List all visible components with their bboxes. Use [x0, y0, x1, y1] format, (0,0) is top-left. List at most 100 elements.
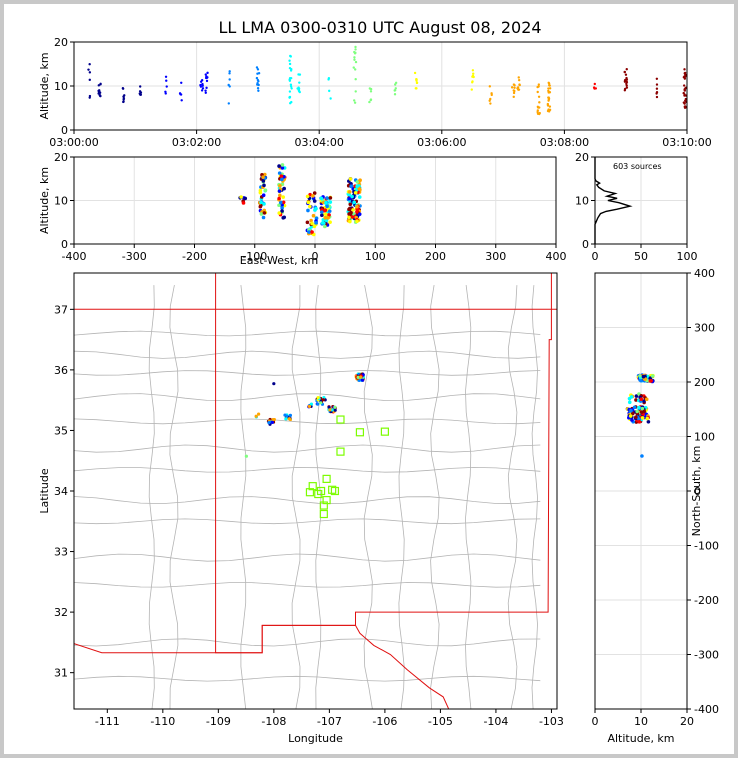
- source-point: [625, 86, 629, 89]
- source-point: [138, 85, 142, 88]
- source-point: [348, 202, 353, 207]
- source-point: [347, 196, 352, 201]
- source-point: [354, 60, 358, 64]
- x-tick-label: 03:04:00: [294, 136, 343, 149]
- source-point: [630, 411, 635, 416]
- source-point: [655, 87, 659, 90]
- source-point: [684, 73, 687, 76]
- source-point: [319, 401, 323, 405]
- source-point: [278, 184, 282, 188]
- x-tick-label: 03:00:00: [49, 136, 98, 149]
- source-point: [648, 379, 653, 383]
- x-tick-label: 100: [365, 250, 386, 263]
- source-point: [288, 78, 291, 81]
- source-point: [347, 215, 351, 220]
- source-point: [488, 99, 491, 102]
- y-tick-label: 34: [54, 485, 68, 498]
- source-point: [305, 194, 310, 199]
- source-point: [350, 215, 355, 219]
- source-point: [320, 213, 324, 218]
- y-tick-label: 0: [61, 238, 68, 251]
- source-point: [297, 73, 300, 76]
- y-tick-label: 37: [54, 303, 68, 316]
- source-point: [256, 68, 260, 71]
- source-point: [309, 402, 314, 406]
- source-point: [255, 76, 259, 80]
- county-boundary: [169, 285, 179, 709]
- x-tick-label: 03:10:00: [662, 136, 711, 149]
- plot-area: [594, 272, 688, 710]
- station-marker: [314, 489, 323, 499]
- x-tick-label: -300: [122, 250, 147, 263]
- source-point: [353, 56, 356, 59]
- station-marker: [330, 486, 340, 496]
- source-point: [309, 218, 313, 223]
- source-point: [204, 73, 207, 76]
- data-points: [238, 163, 362, 237]
- source-point: [635, 409, 639, 414]
- y-tick-label: 100: [694, 431, 715, 444]
- source-point: [369, 98, 373, 101]
- station-marker: [319, 509, 328, 519]
- source-point: [261, 193, 266, 198]
- source-point: [328, 220, 332, 224]
- source-point: [350, 194, 354, 199]
- source-point: [512, 83, 516, 86]
- source-point: [683, 75, 686, 78]
- source-point: [254, 414, 258, 418]
- source-point: [288, 59, 291, 62]
- county-boundary: [507, 285, 518, 709]
- source-point: [538, 111, 541, 115]
- source-point: [594, 87, 598, 90]
- source-point: [650, 374, 655, 378]
- figure-title: LL LMA 0300-0310 UTC August 08, 2024: [218, 18, 541, 37]
- source-point: [355, 184, 359, 189]
- x-tick-label: 03:02:00: [172, 136, 221, 149]
- y-tick-label: -200: [694, 594, 719, 607]
- source-point: [278, 193, 282, 198]
- source-point: [684, 97, 687, 101]
- source-point: [353, 50, 356, 54]
- source-point: [516, 86, 520, 89]
- source-point: [180, 81, 183, 85]
- county-boundary: [74, 553, 541, 562]
- source-point: [244, 454, 248, 458]
- source-point: [354, 78, 357, 81]
- county-boundary: [465, 285, 472, 709]
- source-point: [257, 72, 261, 75]
- source-point: [270, 420, 274, 424]
- data-points: [87, 45, 687, 116]
- source-point: [298, 90, 301, 94]
- source-point: [323, 224, 327, 229]
- source-point: [625, 76, 628, 80]
- source-point: [97, 92, 100, 95]
- x-tick-label: 03:08:00: [540, 136, 589, 149]
- source-point: [258, 190, 263, 195]
- source-point: [323, 208, 328, 213]
- source-point: [281, 200, 286, 205]
- source-point: [349, 210, 353, 215]
- source-point: [393, 89, 396, 92]
- source-point: [243, 196, 248, 201]
- x-axis-label: Longitude: [288, 732, 343, 745]
- source-point: [518, 83, 521, 86]
- source-point: [627, 396, 632, 401]
- county-boundary: [148, 285, 155, 709]
- source-point: [262, 202, 266, 206]
- source-point: [353, 58, 356, 61]
- y-tick-label: -400: [694, 703, 719, 716]
- source-point: [283, 413, 287, 417]
- source-point: [329, 97, 332, 100]
- county-boundary: [74, 638, 541, 647]
- source-point: [306, 200, 311, 205]
- source-point: [228, 78, 231, 81]
- x-tick-label: -111: [95, 715, 120, 728]
- source-point: [394, 87, 397, 90]
- source-point: [593, 82, 597, 86]
- source-point: [471, 80, 474, 83]
- source-point: [683, 94, 686, 97]
- y-tick-label: 0: [582, 238, 589, 251]
- y-tick-label: 32: [54, 606, 68, 619]
- county-lines: [74, 285, 541, 709]
- source-point: [88, 78, 91, 82]
